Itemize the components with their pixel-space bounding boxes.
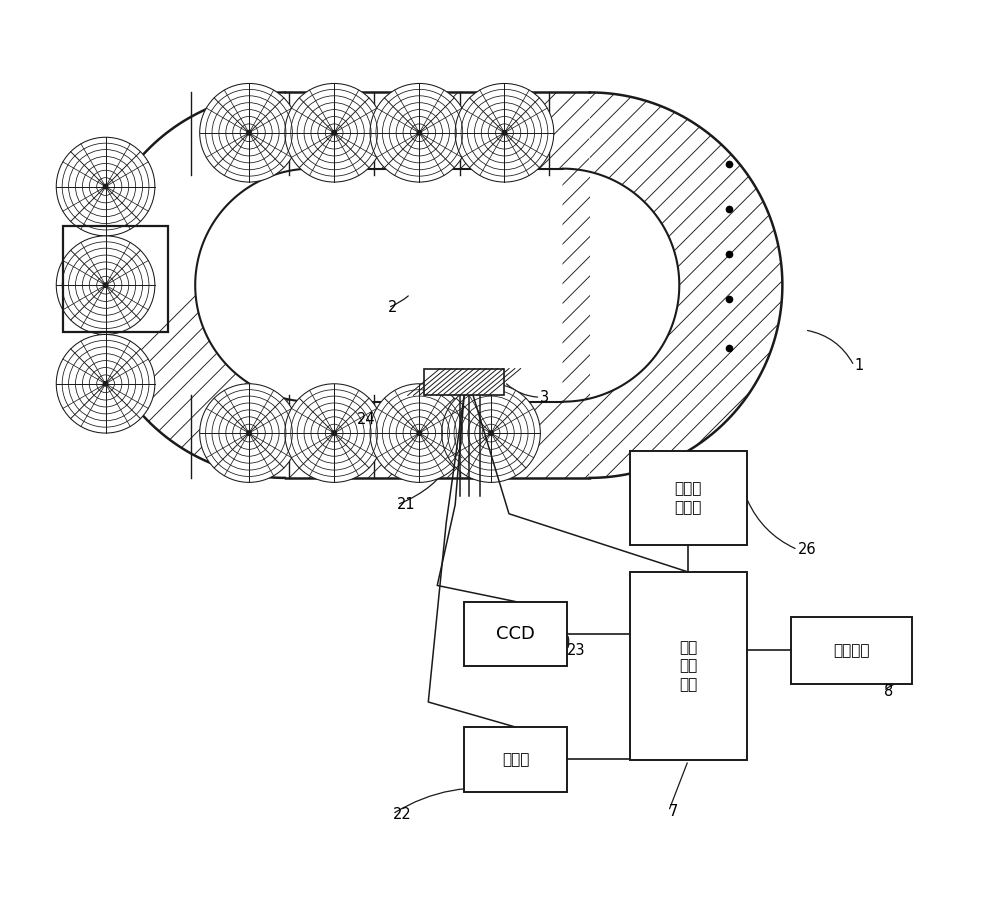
Text: 数据
测试
系统: 数据 测试 系统	[679, 640, 697, 692]
Circle shape	[200, 383, 298, 483]
Text: 2: 2	[388, 300, 397, 315]
FancyBboxPatch shape	[630, 572, 747, 760]
Text: 8: 8	[884, 684, 893, 699]
Bar	[63, 226, 168, 332]
Circle shape	[370, 383, 469, 483]
Circle shape	[56, 137, 155, 235]
Circle shape	[332, 131, 336, 135]
Circle shape	[332, 431, 336, 436]
Circle shape	[285, 383, 383, 483]
Circle shape	[200, 84, 298, 182]
Text: 24: 24	[357, 412, 375, 428]
Text: 21: 21	[397, 497, 416, 512]
Text: 故障监测: 故障监测	[834, 643, 870, 658]
Text: 光谱仪: 光谱仪	[502, 752, 529, 767]
Circle shape	[455, 84, 554, 182]
FancyBboxPatch shape	[630, 451, 747, 545]
Text: 7: 7	[669, 804, 678, 819]
Bar	[424, 369, 504, 395]
Circle shape	[247, 131, 251, 135]
Circle shape	[56, 335, 155, 433]
Circle shape	[56, 235, 155, 335]
Text: 3: 3	[540, 390, 549, 405]
Circle shape	[103, 184, 108, 189]
Text: 电参数
测试仪: 电参数 测试仪	[675, 482, 702, 515]
Text: 23: 23	[567, 642, 586, 658]
Text: 1: 1	[854, 358, 863, 373]
FancyBboxPatch shape	[791, 617, 912, 684]
Circle shape	[103, 382, 108, 386]
Circle shape	[489, 431, 493, 436]
Circle shape	[370, 84, 469, 182]
Circle shape	[247, 431, 251, 436]
Circle shape	[103, 283, 108, 288]
Circle shape	[285, 84, 383, 182]
Text: 26: 26	[798, 542, 816, 557]
FancyBboxPatch shape	[464, 602, 567, 667]
Circle shape	[417, 431, 422, 436]
Circle shape	[417, 131, 422, 135]
Circle shape	[442, 383, 540, 483]
Text: CCD: CCD	[496, 625, 535, 643]
Circle shape	[502, 131, 507, 135]
FancyBboxPatch shape	[464, 727, 567, 792]
Text: 22: 22	[392, 806, 411, 822]
